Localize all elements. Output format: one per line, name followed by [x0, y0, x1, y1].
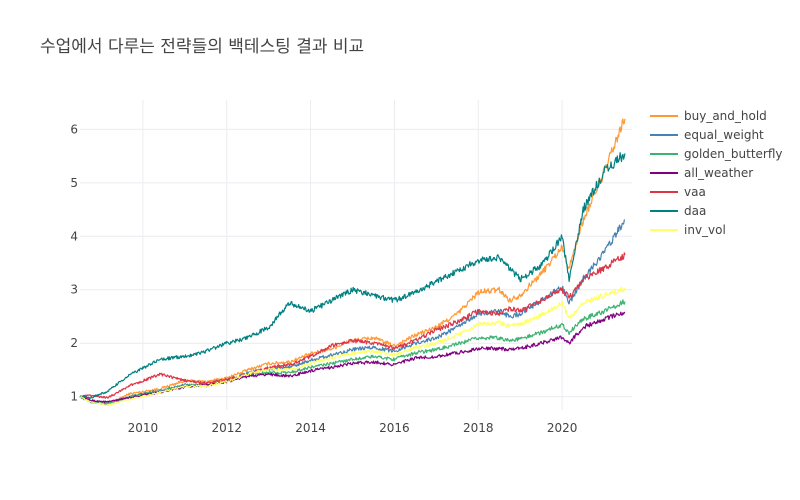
- series-lines: [79, 118, 626, 407]
- legend-item-equal_weight[interactable]: equal_weight: [650, 128, 764, 142]
- x-tick-label: 2020: [547, 421, 578, 435]
- y-tick-label: 6: [70, 122, 78, 136]
- legend-item-golden_butterfly[interactable]: golden_butterfly: [650, 147, 783, 161]
- y-tick-label: 3: [70, 283, 78, 297]
- legend-label: all_weather: [684, 166, 753, 180]
- y-tick-label: 4: [70, 229, 78, 243]
- legend-item-all_weather[interactable]: all_weather: [650, 166, 753, 180]
- x-tick-label: 2014: [295, 421, 326, 435]
- x-tick-label: 2018: [463, 421, 494, 435]
- legend-label: vaa: [684, 185, 706, 199]
- series-line-daa: [79, 152, 626, 399]
- series-line-vaa: [79, 252, 626, 399]
- y-tick-label: 1: [70, 390, 78, 404]
- grid: [80, 100, 632, 410]
- x-tick-label: 2010: [128, 421, 159, 435]
- chart-title: 수업에서 다루는 전략들의 백테스팅 결과 비교: [40, 37, 365, 57]
- legend-label: golden_butterfly: [684, 147, 783, 161]
- y-tick-label: 2: [70, 336, 78, 350]
- x-tick-label: 2016: [379, 421, 410, 435]
- legend-item-daa[interactable]: daa: [650, 204, 706, 218]
- axes: 1 2 3 4 5 6 2010 2012 2014 2016 2018 2020: [70, 122, 577, 435]
- series-line-inv_vol: [79, 286, 626, 407]
- x-tick-label: 2012: [211, 421, 242, 435]
- legend-label: equal_weight: [684, 128, 764, 142]
- legend-label: buy_and_hold: [684, 109, 767, 123]
- legend-item-inv_vol[interactable]: inv_vol: [650, 223, 726, 237]
- legend-label: inv_vol: [684, 223, 726, 237]
- legend-label: daa: [684, 204, 706, 218]
- series-line-golden_butterfly: [79, 299, 626, 404]
- legend-item-vaa[interactable]: vaa: [650, 185, 706, 199]
- legend[interactable]: buy_and_hold equal_weight golden_butterfly…: [650, 109, 783, 237]
- legend-item-buy_and_hold[interactable]: buy_and_hold: [650, 109, 767, 123]
- y-tick-label: 5: [70, 176, 78, 190]
